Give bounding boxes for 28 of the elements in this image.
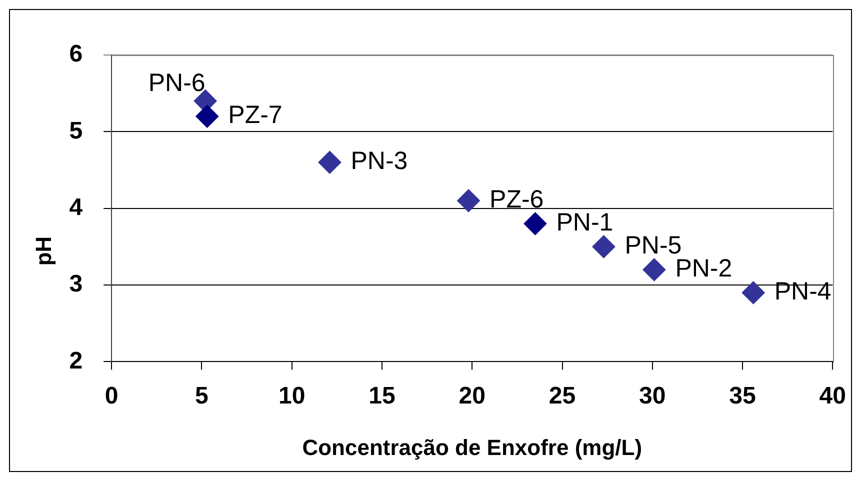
annotation: PN-6	[148, 69, 206, 98]
point	[642, 258, 666, 282]
x-tick-label: 40	[819, 382, 846, 410]
annotation: PZ-6	[490, 186, 544, 214]
point	[318, 150, 342, 174]
x-tick-label: 20	[458, 382, 486, 410]
point	[457, 189, 480, 212]
y-tick-label: 4	[69, 194, 84, 221]
y-tick-label: 6	[69, 40, 83, 68]
annotation: PN-1	[556, 208, 614, 237]
y-tick-label: 2	[69, 347, 83, 374]
point	[742, 281, 765, 304]
x-tick-label: 35	[729, 382, 756, 410]
point	[196, 104, 219, 128]
y-axis-title: pH	[31, 236, 56, 266]
x-tick-label: 10	[278, 382, 306, 410]
x-axis-title: Concentração de Enxofre (mg/L)	[302, 434, 642, 460]
x-tick-label: 30	[639, 382, 666, 410]
x-tick-label: 0	[104, 382, 118, 410]
x-tick-label: 15	[368, 382, 396, 410]
y-tick-label: 5	[69, 117, 83, 144]
annotation: PZ-7	[228, 101, 282, 130]
x-tick-label: 5	[195, 382, 208, 410]
y-tick-label: 3	[69, 270, 83, 298]
annotation: PN-3	[350, 147, 408, 176]
point	[524, 212, 547, 236]
point	[592, 235, 616, 258]
x-tick-label: 25	[548, 382, 576, 410]
